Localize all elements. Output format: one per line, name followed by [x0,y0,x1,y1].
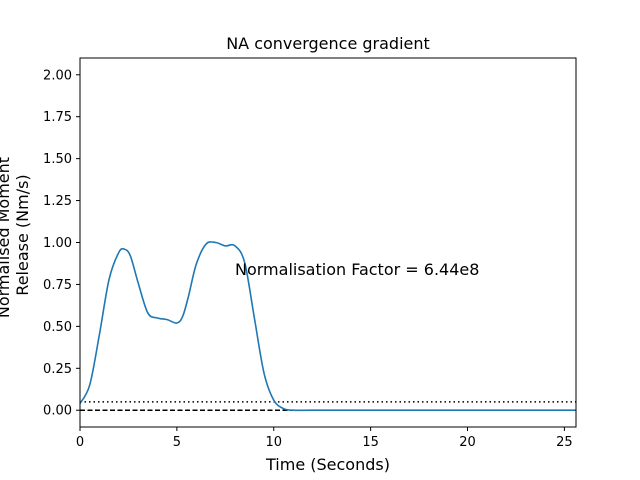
y-tick-label: 1.75 [43,110,72,125]
x-tick-label: 20 [459,435,476,450]
chart-title: NA convergence gradient [226,34,430,53]
y-tick-label: 0.00 [43,404,72,419]
x-tick-label: 5 [173,435,181,450]
y-axis-label-line-2: Release (Nm/s) [13,174,32,295]
normalisation-annotation: Normalisation Factor = 6.44e8 [235,260,479,279]
series-line-1 [79,241,576,412]
y-axis-label-line-1: Normalised Moment [0,157,13,318]
y-axis-label: Normalised Moment Release (Nm/s) [0,152,32,318]
y-tick-label: 1.00 [43,236,72,251]
x-tick-label: 10 [265,435,282,450]
y-tick-label: 0.75 [43,278,72,293]
x-tick-label: 25 [556,435,573,450]
y-tick-label: 1.25 [43,194,72,209]
x-tick-label: 0 [76,435,84,450]
x-axis-label: Time (Seconds) [265,455,390,474]
y-tick-label: 0.25 [43,362,72,377]
axes-frame [79,57,577,428]
y-tick-label: 0.50 [43,320,72,335]
y-tick-label: 2.00 [43,68,72,83]
plot-area: 0 5 10 15 20 25 0.00 0.25 0.50 0.75 1.00 1.25 1.50 1.… [43,57,577,450]
x-tick-label: 15 [362,435,379,450]
y-tick-label: 1.50 [43,152,72,167]
